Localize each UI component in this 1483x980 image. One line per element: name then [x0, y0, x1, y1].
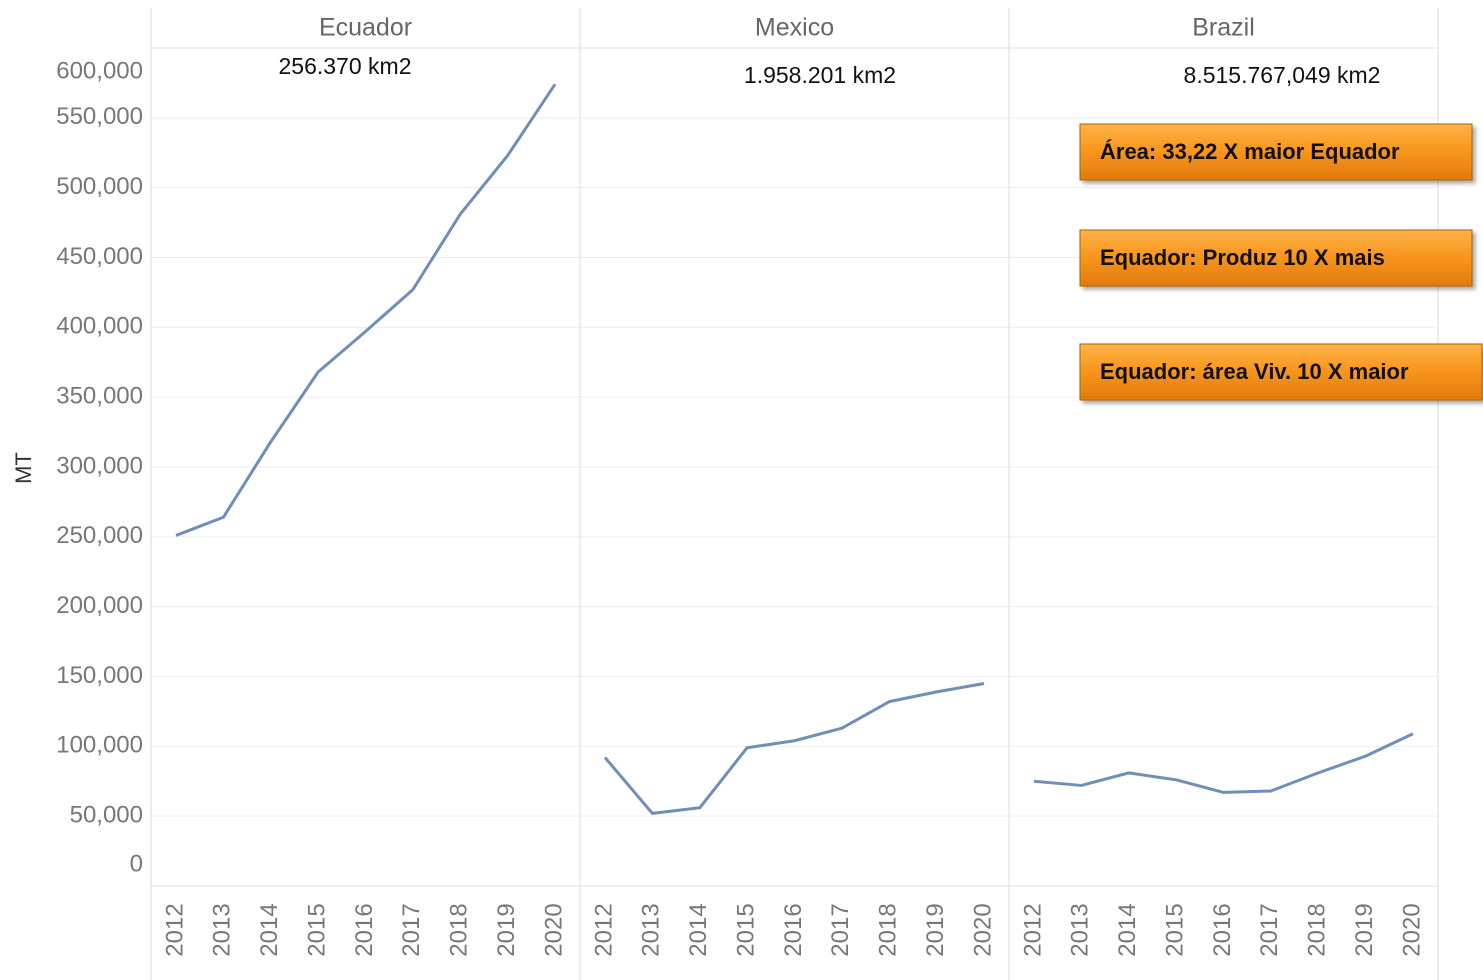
area-label: 1.958.201 km2	[744, 62, 896, 88]
area-label: 256.370 km2	[279, 53, 412, 79]
x-tick-label: 2014	[256, 903, 283, 956]
x-tick-label: 2020	[969, 903, 996, 956]
y-tick-label: 100,000	[56, 732, 143, 759]
x-tick-label: 2013	[209, 903, 236, 956]
x-tick-label: 2012	[590, 903, 617, 956]
x-tick-label: 2018	[875, 903, 902, 956]
line	[603, 682, 985, 815]
annotation-box	[1079, 123, 1473, 181]
y-tick-label: 250,000	[56, 522, 143, 549]
x-tick-label: 2019	[922, 903, 949, 956]
annotation-box	[1079, 229, 1473, 287]
x-tick-label: 2018	[446, 903, 473, 956]
x-tick-label: 2015	[732, 903, 759, 956]
y-tick-label: 300,000	[56, 452, 143, 479]
x-tick-label: 2017	[1256, 903, 1283, 956]
annotation-text: Equador: Produz 10 X mais	[1100, 245, 1385, 270]
x-tick-label: 2019	[1351, 903, 1378, 956]
x-tick-label: 2019	[493, 903, 520, 956]
panel-header: Brazil	[1192, 14, 1255, 42]
x-tick-label: 2013	[1067, 903, 1094, 956]
x-tick-label: 2014	[1114, 903, 1141, 956]
annotation-text: Área: 33,22 X maior Equador	[1100, 139, 1400, 164]
x-tick-label: 2017	[398, 903, 425, 956]
y-tick-label: 450,000	[56, 243, 143, 270]
x-tick-label: 2014	[685, 903, 712, 956]
annotation-text: Equador: área Viv. 10 X maior	[1100, 359, 1409, 384]
x-tick-label: 2016	[1209, 903, 1236, 956]
y-tick-label: 50,000	[70, 802, 143, 829]
y-tick-label: 500,000	[56, 173, 143, 200]
x-tick-label: 2020	[1398, 903, 1425, 956]
x-tick-label: 2017	[827, 903, 854, 956]
y-tick-label: 0	[130, 850, 143, 877]
x-tick-label: 2015	[1161, 903, 1188, 956]
area-label: 8.515.767,049 km2	[1184, 62, 1381, 88]
x-tick-label: 2020	[540, 903, 567, 956]
x-tick-label: 2016	[351, 903, 378, 956]
x-tick-label: 2018	[1304, 903, 1331, 956]
y-tick-label: 400,000	[56, 313, 143, 340]
x-tick-label: 2016	[780, 903, 807, 956]
y-tick-label: 600,000	[56, 57, 143, 84]
line	[1033, 732, 1414, 794]
x-tick-label: 2012	[161, 903, 188, 956]
x-tick-label: 2012	[1019, 903, 1046, 956]
y-tick-label: 150,000	[56, 662, 143, 689]
annotation-box	[1079, 343, 1483, 401]
x-tick-label: 2015	[303, 903, 330, 956]
y-tick-label: 350,000	[56, 383, 143, 410]
panel-header: Mexico	[755, 14, 834, 42]
y-tick-label: 550,000	[56, 103, 143, 130]
line	[175, 83, 557, 537]
panel-header: Ecuador	[319, 14, 412, 42]
y-tick-label: 200,000	[56, 592, 143, 619]
y-axis-label: MT	[11, 452, 36, 484]
x-tick-label: 2013	[638, 903, 665, 956]
